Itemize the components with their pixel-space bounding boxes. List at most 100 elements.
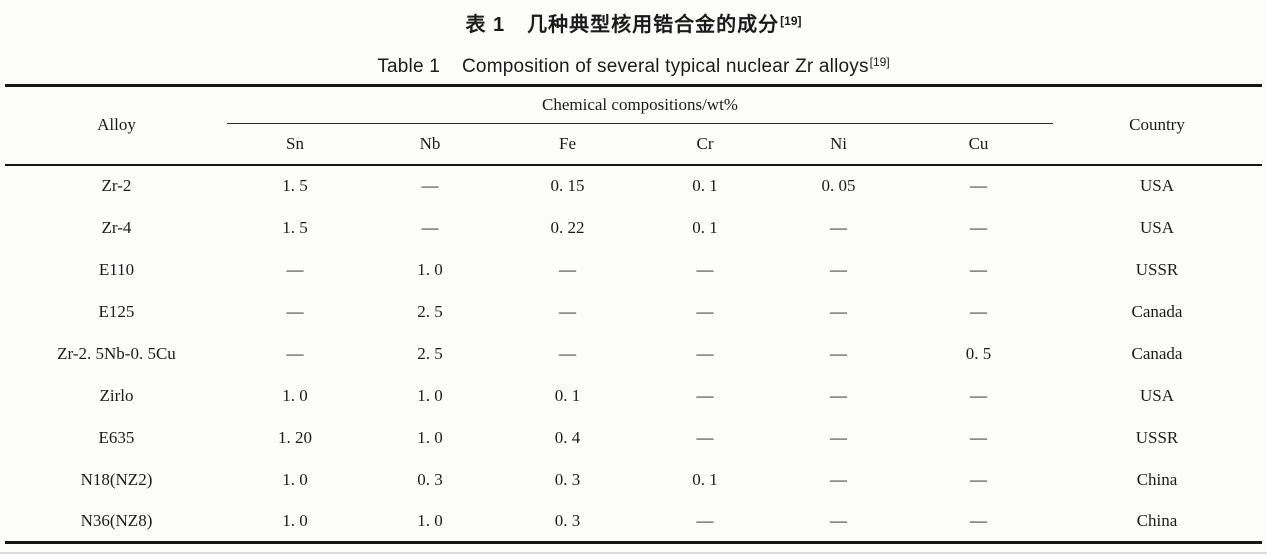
composition-cell: — — [829, 343, 847, 363]
composition-cell: — — [696, 343, 714, 363]
alloy-cell: Zr-4 — [101, 217, 132, 237]
composition-cell: — — [829, 259, 847, 279]
composition-cell: — — [829, 301, 847, 321]
composition-cell: — — [829, 510, 847, 530]
alloy-cell: N18(NZ2) — [80, 469, 153, 489]
composition-cell: 0. 4 — [554, 427, 581, 447]
alloy-cell: Zirlo — [99, 385, 134, 405]
col-header-fe: Fe — [497, 123, 638, 166]
table-row: Zirlo 1. 0 1. 0 0. 1 — — — USA — [5, 375, 1261, 417]
col-header-country: Country — [1052, 85, 1262, 166]
composition-cell: — — [286, 259, 304, 279]
composition-cell: — — [696, 301, 714, 321]
country-cell: China — [1136, 510, 1178, 530]
composition-cell: 2. 5 — [417, 343, 443, 363]
composition-cell: — — [696, 385, 714, 405]
composition-cell: — — [286, 301, 304, 321]
reference-mark: [19] — [869, 55, 890, 69]
caption-chinese-text: 几种典型核用锆合金的成分 — [527, 14, 780, 36]
composition-cell: 0. 3 — [554, 469, 581, 489]
alloy-cell: E110 — [98, 259, 135, 279]
composition-cell: 1. 0 — [417, 259, 443, 279]
composition-cell: — — [829, 469, 847, 489]
table-row: N18(NZ2) 1. 0 0. 3 0. 3 0. 1 — — China — [5, 459, 1261, 501]
table-row: N36(NZ8) 1. 0 1. 0 0. 3 — — — China — [5, 501, 1261, 543]
composition-cell: — — [969, 301, 987, 321]
composition-cell: — — [421, 217, 439, 237]
composition-cell: — — [969, 510, 987, 530]
table-row: E635 1. 20 1. 0 0. 4 — — — USSR — [5, 417, 1261, 459]
composition-cell: 1. 20 — [277, 427, 312, 447]
composition-cell: — — [286, 343, 304, 363]
composition-cell: 1. 0 — [282, 385, 308, 405]
country-cell: USA — [1139, 217, 1174, 237]
table-body: Zr-2 1. 5 — 0. 15 0. 1 0. 05 — USA Zr-4 1. 5 — 0. 2… — [5, 165, 1261, 543]
composition-cell: 0. 05 — [821, 176, 856, 195]
composition-cell: 0. 3 — [417, 469, 443, 489]
country-cell: USA — [1139, 385, 1174, 405]
col-header-cr: Cr — [637, 123, 773, 166]
reference-mark: [19] — [780, 14, 802, 28]
composition-cell: 1. 0 — [282, 469, 308, 489]
composition-cell: — — [829, 217, 847, 237]
composition-cell: — — [558, 259, 576, 279]
composition-cell: 0. 15 — [550, 176, 585, 195]
composition-cell: — — [558, 301, 576, 321]
alloy-cell: E635 — [98, 427, 135, 447]
composition-cell: 0. 22 — [550, 217, 585, 237]
composition-cell: 1. 0 — [282, 510, 308, 530]
table-row: Zr-2. 5Nb-0. 5Cu — 2. 5 — — — 0. 5 Canada — [5, 333, 1261, 375]
caption-english-text: Composition of several typical nuclear Z… — [462, 56, 869, 77]
composition-cell: 1. 5 — [282, 217, 308, 237]
composition-cell: — — [969, 427, 987, 447]
alloy-cell: Zr-2. 5Nb-0. 5Cu — [57, 343, 176, 363]
composition-cell: 0. 1 — [692, 176, 718, 195]
country-cell: China — [1136, 469, 1178, 489]
composition-cell: — — [969, 385, 987, 405]
composition-cell: 2. 5 — [417, 301, 443, 321]
country-cell: Canada — [1131, 343, 1183, 363]
composition-table: Alloy Chemical compositions/wt% Country … — [5, 84, 1262, 544]
col-header-ni: Ni — [772, 123, 905, 166]
composition-cell: — — [969, 469, 987, 489]
col-header-nb: Nb — [362, 123, 498, 166]
composition-cell: — — [696, 259, 714, 279]
country-cell: USSR — [1135, 259, 1179, 279]
composition-cell: 1. 0 — [417, 385, 443, 405]
header-row-elements: Sn Nb Fe Cr Ni Cu — [5, 123, 1261, 166]
country-cell: USSR — [1135, 427, 1179, 447]
country-cell: Canada — [1131, 301, 1183, 321]
composition-cell: — — [969, 259, 987, 279]
col-header-chemical-compositions: Chemical compositions/wt% — [227, 85, 1053, 124]
caption-english-number: Table 1 — [377, 56, 440, 77]
header-row-group: Alloy Chemical compositions/wt% Country — [5, 85, 1262, 166]
composition-cell: 0. 3 — [554, 510, 581, 530]
col-header-sn: Sn — [227, 123, 363, 166]
alloy-cell: E125 — [98, 301, 135, 321]
col-header-alloy: Alloy — [5, 85, 228, 166]
composition-cell: 0. 5 — [965, 343, 992, 363]
composition-cell: — — [969, 217, 987, 237]
alloy-cell: Zr-2 — [101, 176, 132, 195]
composition-cell: 0. 1 — [692, 469, 718, 489]
table-row: E125 — 2. 5 — — — — Canada — [5, 291, 1261, 333]
table-row: E110 — 1. 0 — — — — USSR — [5, 249, 1261, 291]
table-row: Zr-2 1. 5 — 0. 15 0. 1 0. 05 — USA — [5, 165, 1261, 207]
table-row: Zr-4 1. 5 — 0. 22 0. 1 — — USA — [5, 207, 1261, 249]
composition-cell: — — [421, 176, 439, 195]
composition-cell: 1. 0 — [417, 427, 443, 447]
caption-english: Table 1 Composition of several typical nu… — [0, 49, 1267, 80]
caption-chinese-number: 表 1 — [465, 14, 506, 36]
table-caption: 表 1 几种典型核用锆合金的成分[19] Table 1 Composition o… — [0, 0, 1267, 84]
caption-chinese: 表 1 几种典型核用锆合金的成分[19] — [0, 8, 1267, 38]
composition-cell: — — [969, 176, 987, 195]
composition-cell: 0. 1 — [692, 217, 718, 237]
composition-cell: — — [829, 427, 847, 447]
composition-cell: — — [696, 510, 714, 530]
col-header-cu: Cu — [904, 123, 1053, 166]
scan-edge-artifact — [0, 552, 1267, 554]
composition-cell: — — [696, 427, 714, 447]
composition-cell: 0. 1 — [554, 385, 581, 405]
alloy-cell: N36(NZ8) — [80, 510, 153, 530]
composition-cell: 1. 0 — [417, 510, 443, 530]
